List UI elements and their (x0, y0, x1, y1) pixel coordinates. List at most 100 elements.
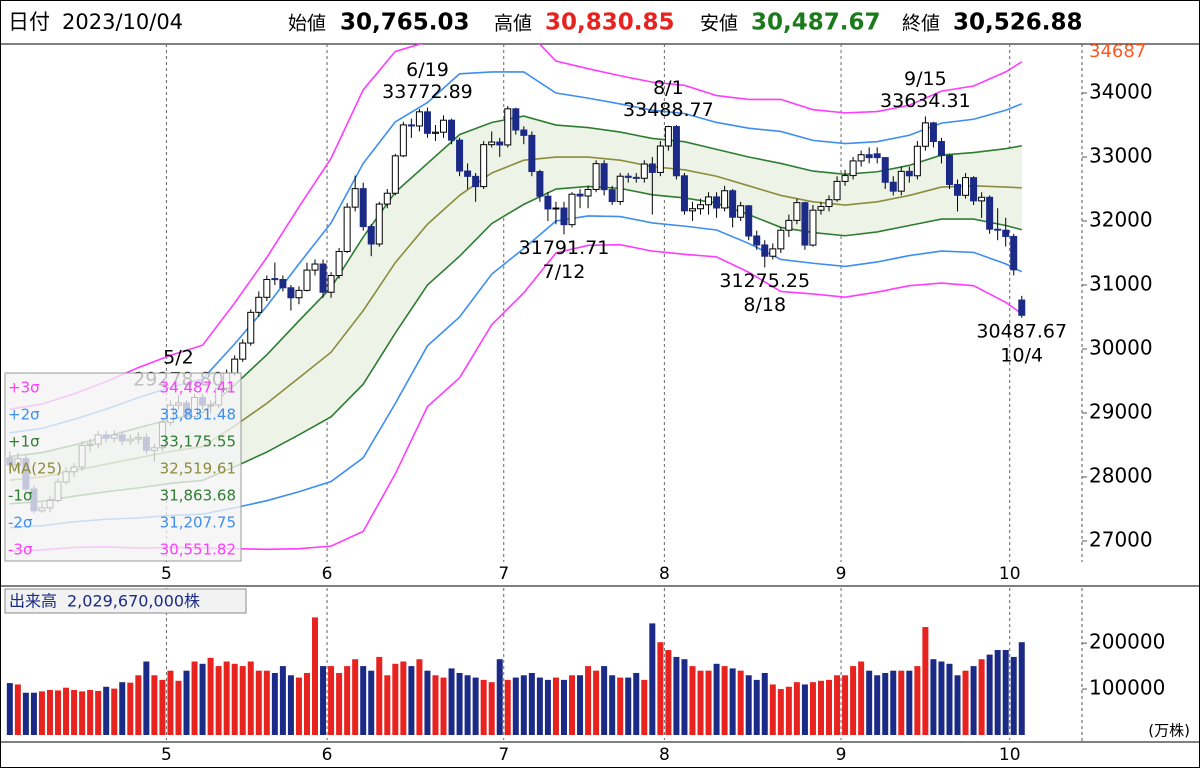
annotation-value: 31791.71 (519, 237, 610, 259)
candle-body (399, 124, 407, 157)
volume-bar (801, 684, 808, 735)
unit-label: (万株) (1148, 722, 1190, 740)
annotation-date: 7/12 (543, 261, 586, 283)
volume-bar (424, 670, 431, 735)
legend-value: 31,863.68 (160, 487, 236, 505)
volume-bar (376, 656, 383, 735)
field-value: 30,487.67 (751, 10, 881, 36)
field-value: 30,526.88 (953, 10, 1083, 36)
field-label: 始値 (288, 13, 326, 35)
candle-body (448, 119, 456, 141)
candle-body (456, 139, 464, 172)
volume-bar (625, 677, 632, 735)
volume-bar (496, 659, 503, 735)
volume-bar (834, 675, 841, 735)
volume-bar (858, 661, 865, 735)
x-tick-label: 5 (161, 564, 172, 584)
candle-body (737, 205, 745, 218)
candle-body (584, 188, 592, 197)
candle-body (713, 196, 721, 209)
volume-bar (729, 668, 736, 735)
volume-bar (71, 689, 78, 735)
candle-body (271, 278, 279, 281)
x-tick-label: 10 (999, 564, 1021, 584)
volume-bar (569, 675, 576, 735)
candle-body (729, 190, 737, 218)
candle-body (544, 195, 552, 210)
legend-box (4, 372, 242, 562)
volume-title-box (4, 588, 247, 614)
candle-body (632, 176, 640, 179)
volume-bar (761, 672, 768, 735)
candle-body (295, 289, 303, 299)
candle-body (440, 119, 448, 133)
volume-bar (87, 689, 94, 735)
annotation-value: 33488.77 (623, 99, 714, 121)
candle-body (672, 126, 680, 177)
volume-bar (143, 661, 150, 735)
annotation-date: 8/1 (653, 77, 684, 99)
candle-body (279, 279, 287, 289)
field-value: 30,830.85 (545, 10, 675, 36)
candle-body (423, 111, 431, 134)
volume-plot (6, 588, 1025, 740)
candle-body (552, 207, 560, 210)
volume-bar (6, 683, 13, 735)
volume-bar (271, 672, 278, 735)
candle-body (970, 177, 978, 202)
candle-body (664, 126, 672, 147)
volume-bar (119, 682, 126, 735)
candle-body (536, 171, 544, 197)
candle-body (873, 153, 881, 159)
annotation-value: 33772.89 (382, 81, 473, 103)
candle-body (721, 190, 729, 209)
candle-body (488, 141, 496, 146)
volume-bar (938, 661, 945, 735)
candle-body (833, 180, 841, 201)
annotation-value: 30487.67 (976, 320, 1067, 342)
candle-body (391, 155, 399, 194)
volume-bar (697, 670, 704, 735)
candle-body (680, 175, 688, 212)
band-line (9, 44, 1023, 410)
volume-bar (520, 675, 527, 735)
candle-body (745, 205, 753, 237)
volume-bar (38, 691, 45, 735)
volume-bar (312, 617, 319, 735)
candle-body (825, 199, 833, 208)
date: 2023/10/04 (62, 10, 183, 34)
x-tick-label: 9 (836, 745, 847, 765)
candle-body (576, 193, 584, 197)
volume-bar (954, 675, 961, 735)
candle-body (1018, 299, 1026, 316)
x-tick-label: 8 (659, 745, 670, 765)
candle-body (359, 188, 367, 228)
volume-bar (601, 666, 608, 735)
volume-bar (416, 659, 423, 735)
candle-body (616, 175, 624, 203)
annotation-date: 5/2 (163, 347, 194, 369)
volume-bar (344, 666, 351, 735)
volume-bar (705, 670, 712, 735)
volume-bar (777, 689, 784, 735)
volume-bar (560, 679, 567, 735)
candle-body (592, 163, 600, 190)
volume-bar (842, 675, 849, 735)
volume-bar (898, 670, 905, 735)
volume-bar (681, 659, 688, 735)
volume-bar (817, 680, 824, 735)
volume-bar (55, 690, 62, 735)
volume-bar (14, 684, 21, 735)
y-tick-label: 200000 (1089, 630, 1165, 654)
candle-body (978, 196, 986, 202)
volume-bar (577, 675, 584, 735)
volume-bar (464, 675, 471, 735)
candle-body (367, 226, 375, 245)
candle-body (472, 175, 480, 188)
candle-body (849, 160, 857, 177)
volume-bar (504, 679, 511, 735)
volume-bar (609, 675, 616, 735)
candle-body (841, 175, 849, 182)
candle-body (889, 181, 897, 192)
